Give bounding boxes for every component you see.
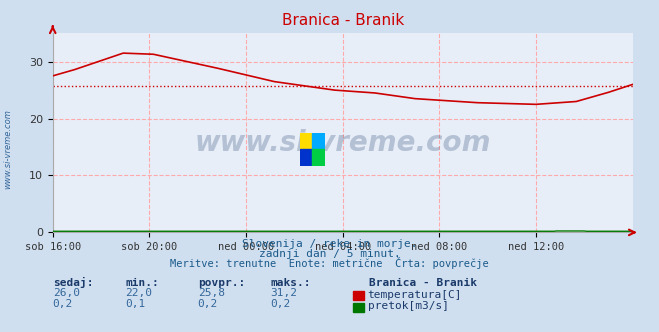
- Bar: [312, 133, 325, 149]
- Bar: [353, 291, 364, 300]
- Text: Slovenija / reke in morje.: Slovenija / reke in morje.: [242, 239, 417, 249]
- Text: 25,8: 25,8: [198, 288, 225, 298]
- Text: maks.:: maks.:: [270, 278, 310, 288]
- Text: 0,2: 0,2: [53, 299, 73, 309]
- Text: 26,0: 26,0: [53, 288, 80, 298]
- Bar: [353, 303, 364, 312]
- Text: Branica - Branik: Branica - Branik: [369, 278, 477, 288]
- Text: www.si-vreme.com: www.si-vreme.com: [3, 110, 13, 189]
- Bar: [312, 149, 325, 166]
- Text: min.:: min.:: [125, 278, 159, 288]
- Text: sedaj:: sedaj:: [53, 277, 93, 288]
- Text: Meritve: trenutne  Enote: metrične  Črta: povprečje: Meritve: trenutne Enote: metrične Črta: …: [170, 257, 489, 269]
- Text: povpr.:: povpr.:: [198, 278, 245, 288]
- Text: 31,2: 31,2: [270, 288, 297, 298]
- Bar: [300, 133, 312, 149]
- Text: 0,2: 0,2: [198, 299, 218, 309]
- Text: pretok[m3/s]: pretok[m3/s]: [368, 301, 449, 311]
- Text: 0,1: 0,1: [125, 299, 146, 309]
- Bar: [300, 149, 312, 166]
- Text: www.si-vreme.com: www.si-vreme.com: [194, 129, 491, 157]
- Text: 0,2: 0,2: [270, 299, 291, 309]
- Text: 22,0: 22,0: [125, 288, 152, 298]
- Text: temperatura[C]: temperatura[C]: [368, 290, 462, 300]
- Title: Branica - Branik: Branica - Branik: [281, 13, 404, 28]
- Text: zadnji dan / 5 minut.: zadnji dan / 5 minut.: [258, 249, 401, 259]
